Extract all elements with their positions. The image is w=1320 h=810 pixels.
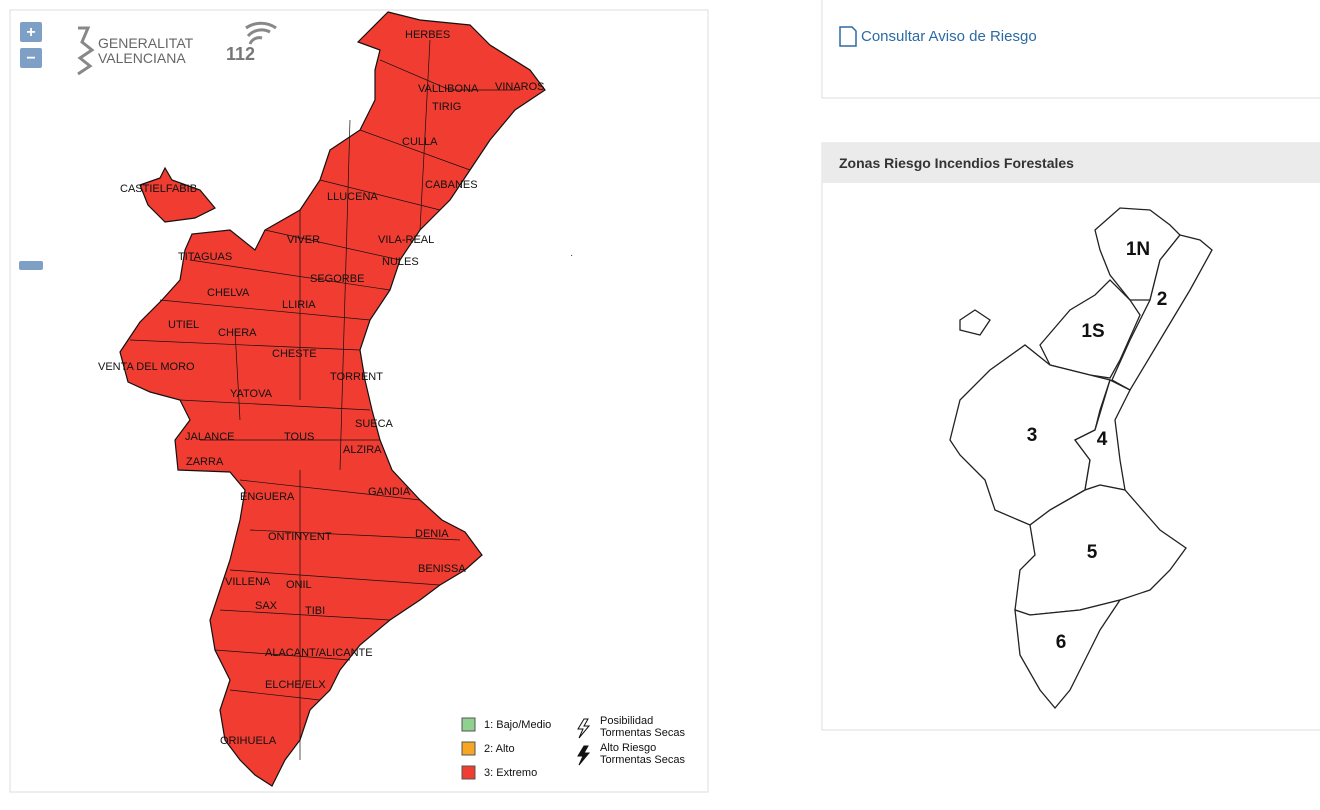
zone bbox=[1014, 484, 1187, 616]
place-label: ELCHE/ELX bbox=[265, 679, 326, 691]
storm-label: Tormentas Secas bbox=[600, 754, 685, 766]
storm-icon bbox=[577, 718, 591, 739]
zones-map bbox=[949, 207, 1213, 710]
place-label: TITAGUAS bbox=[178, 251, 232, 263]
legend-label: 3: Extremo bbox=[484, 767, 537, 779]
place-label: CHESTE bbox=[272, 348, 317, 360]
zoom-out[interactable]: − bbox=[26, 50, 35, 67]
place-label: LLIRIA bbox=[282, 299, 316, 311]
place-label: ALACANT/ALICANTE bbox=[265, 647, 373, 659]
zones-title: Zonas Riesgo Incendios Forestales bbox=[839, 155, 1074, 171]
place-label: TOUS bbox=[284, 431, 314, 443]
place-label: ALZIRA bbox=[343, 444, 382, 456]
place-label: TORRENT bbox=[330, 371, 383, 383]
place-label: CHELVA bbox=[207, 287, 250, 299]
place-label: CULLA bbox=[402, 136, 438, 148]
zoom-in[interactable]: + bbox=[26, 24, 35, 41]
place-label: CASTIELFABIB bbox=[120, 183, 197, 195]
place-label: VALLIBONA bbox=[418, 83, 479, 95]
zone bbox=[1014, 598, 1122, 710]
place-label: TIBI bbox=[305, 605, 325, 617]
zones-header bbox=[822, 143, 1320, 183]
place-label: ONIL bbox=[286, 579, 312, 591]
region-extreme bbox=[119, 11, 546, 787]
logo-text: VALENCIANA bbox=[98, 50, 186, 66]
place-label: DENIA bbox=[415, 528, 449, 540]
place-label: ZARRA bbox=[186, 456, 224, 468]
pdf-icon[interactable] bbox=[839, 26, 857, 47]
place-labels: HERBES VALLIBONA VINAROS TIRIG CULLA CABANES L… bbox=[98, 29, 545, 747]
map-dot: · bbox=[570, 250, 573, 261]
storm-label: Tormentas Secas bbox=[600, 727, 685, 739]
zone-label: 2 bbox=[1157, 289, 1168, 310]
place-label: CABANES bbox=[425, 179, 478, 191]
place-label: JALANCE bbox=[185, 431, 235, 443]
zone-labels: 1N 2 1S 3 4 5 6 bbox=[1027, 239, 1168, 653]
legend: 1: Bajo/Medio 2: Alto 3: Extremo Posibilida… bbox=[461, 715, 685, 780]
place-label: VINAROS bbox=[495, 81, 545, 93]
storm-label: Alto Riesgo bbox=[600, 742, 656, 754]
legend-swatch bbox=[461, 717, 476, 732]
zoom-slider[interactable] bbox=[19, 261, 43, 270]
zone-label: 6 bbox=[1056, 632, 1067, 653]
logo-text: GENERALITAT bbox=[98, 35, 194, 51]
place-label: GANDIA bbox=[368, 486, 411, 498]
place-label: SEGORBE bbox=[310, 273, 364, 285]
place-label: NULES bbox=[382, 256, 419, 268]
zone-label: 3 bbox=[1027, 425, 1038, 446]
zoom-out-button[interactable] bbox=[20, 48, 42, 68]
place-label: UTIEL bbox=[168, 319, 199, 331]
place-label: CHERA bbox=[218, 327, 257, 339]
zone-label: 1S bbox=[1081, 321, 1104, 342]
logo-112: 112 bbox=[226, 44, 255, 64]
place-label: YATOVA bbox=[230, 388, 273, 400]
notice-link[interactable]: Consultar Aviso de Riesgo bbox=[861, 28, 1037, 45]
place-label: VILA-REAL bbox=[378, 234, 434, 246]
place-label: LLUCENA bbox=[327, 191, 378, 203]
zone-label: 4 bbox=[1097, 429, 1108, 450]
zoom-in-button[interactable] bbox=[20, 22, 42, 42]
legend-swatch bbox=[461, 741, 476, 756]
place-label: HERBES bbox=[405, 29, 450, 41]
place-label: SUECA bbox=[355, 418, 394, 430]
storm-icon bbox=[577, 745, 591, 766]
place-label: SAX bbox=[255, 600, 278, 612]
place-label: VIVER bbox=[287, 234, 320, 246]
risk-map bbox=[119, 11, 546, 787]
municipal-borders bbox=[129, 39, 520, 760]
place-label: TIRIG bbox=[432, 101, 461, 113]
legend-label: 2: Alto bbox=[484, 743, 515, 755]
place-label: VILLENA bbox=[225, 576, 271, 588]
logo-waves bbox=[245, 21, 277, 45]
place-label: ENGUERA bbox=[240, 491, 295, 503]
zone-label: 1N bbox=[1126, 239, 1150, 260]
place-label: ONTINYENT bbox=[268, 531, 332, 543]
notice-panel bbox=[821, 0, 1320, 99]
legend-swatch bbox=[461, 765, 476, 780]
place-label: BENISSA bbox=[418, 563, 466, 575]
region-extreme bbox=[139, 166, 216, 223]
legend-label: 1: Bajo/Medio bbox=[484, 719, 551, 731]
place-label: ORIHUELA bbox=[220, 735, 277, 747]
generalitat-logo bbox=[77, 26, 95, 76]
zone-label: 5 bbox=[1087, 542, 1098, 563]
zone-island bbox=[959, 309, 991, 336]
storm-label: Posibilidad bbox=[600, 715, 653, 727]
place-label: VENTA DEL MORO bbox=[98, 361, 195, 373]
